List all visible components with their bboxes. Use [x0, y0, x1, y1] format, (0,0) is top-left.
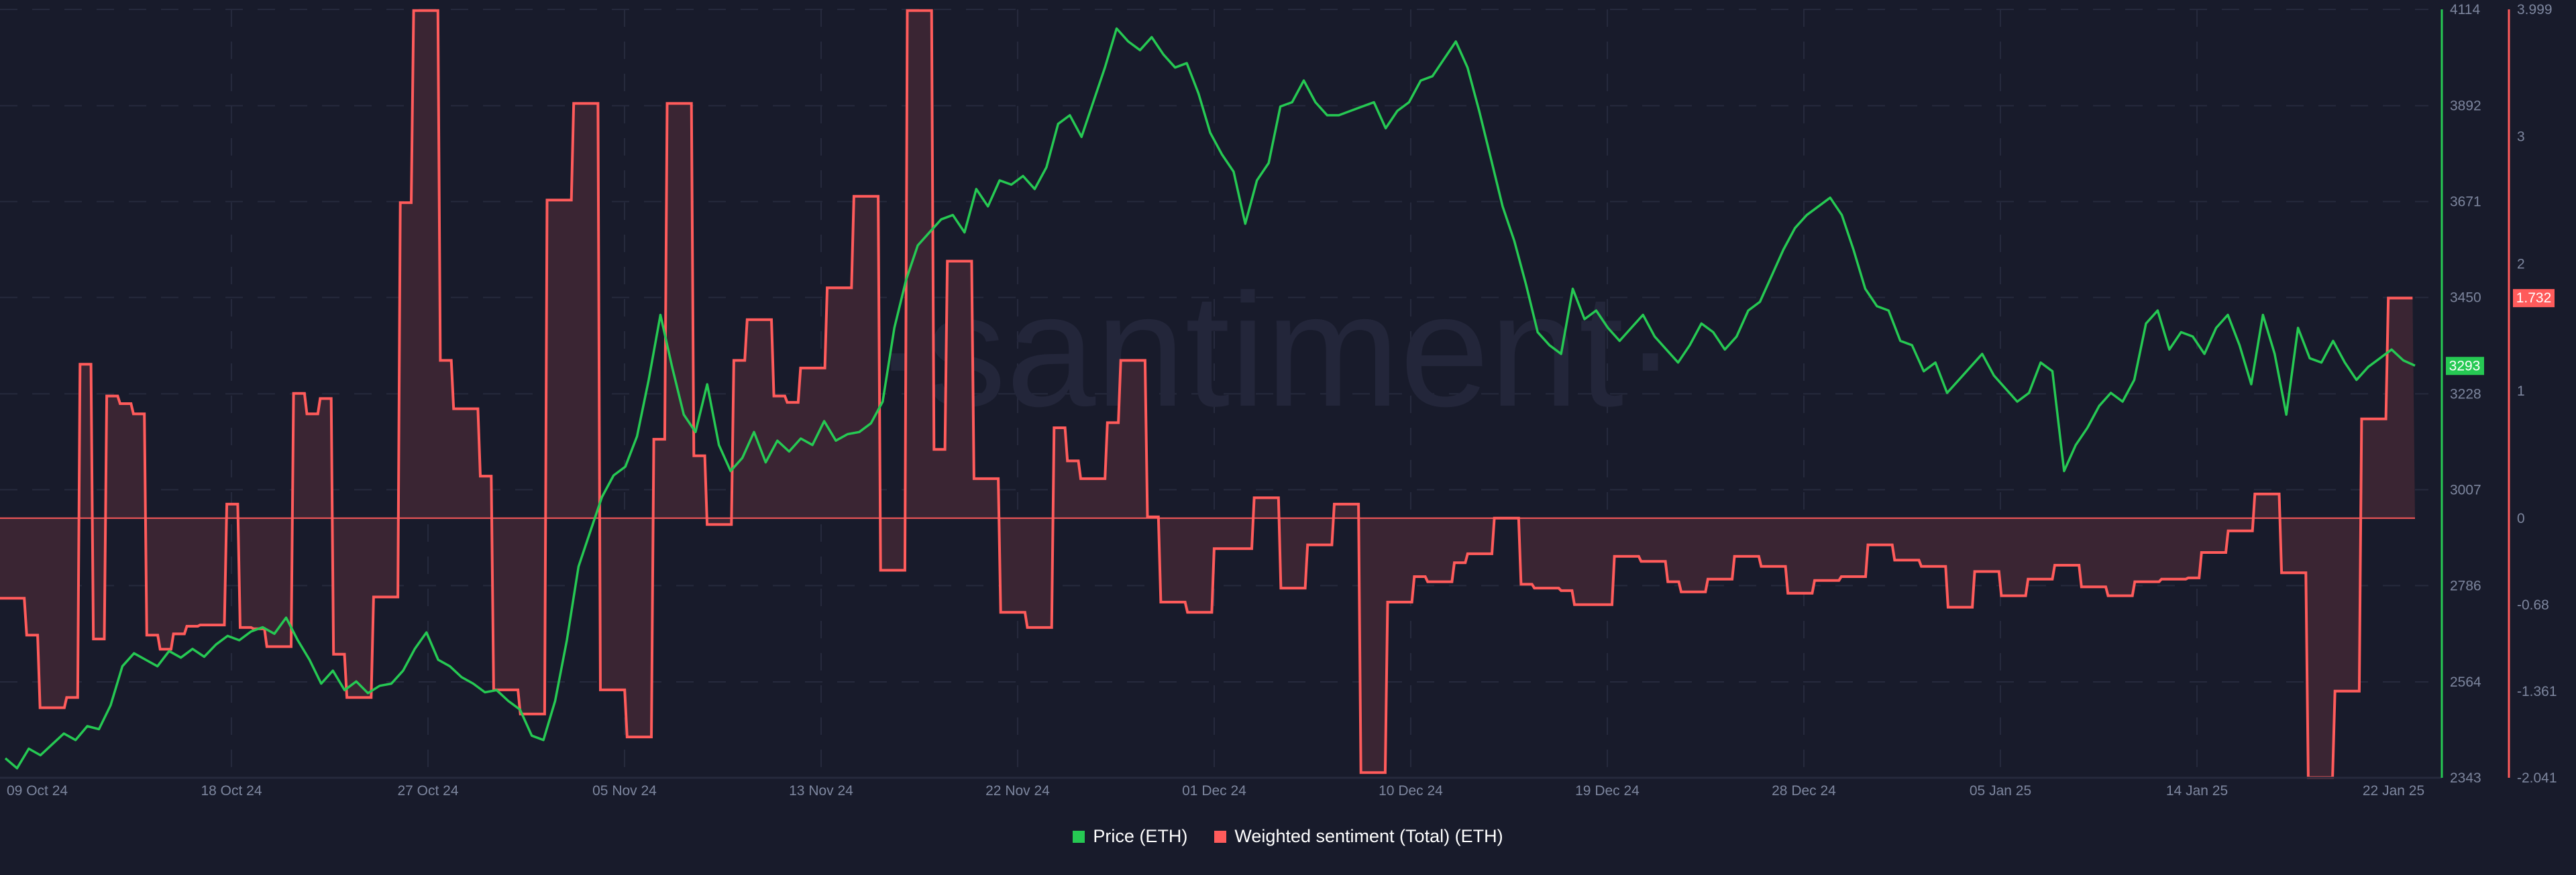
- price-tick-label: 3450: [2450, 290, 2481, 306]
- price-swatch-icon: [1073, 830, 1085, 843]
- x-tick-label: 22 Jan 25: [2363, 783, 2424, 799]
- sentiment-current-badge: 1.732: [2513, 289, 2555, 308]
- x-tick-label: 18 Oct 24: [201, 783, 262, 799]
- sentiment-axis-labels: 3.999 3 2 1 0 -0.68 -1.361 -2.041: [2517, 2, 2557, 786]
- legend-item-sentiment[interactable]: Weighted sentiment (Total) (ETH): [1214, 826, 1503, 847]
- legend-item-price[interactable]: Price (ETH): [1073, 826, 1187, 847]
- sentiment-tick-label: -2.041: [2517, 770, 2557, 786]
- x-tick-label: 05 Nov 24: [592, 783, 657, 799]
- sentiment-tick-label: -1.361: [2517, 684, 2557, 699]
- svg-text:3293: 3293: [2449, 358, 2481, 373]
- x-tick-label: 01 Dec 24: [1182, 783, 1246, 799]
- price-tick-label: 2786: [2450, 578, 2481, 593]
- sentiment-step-line[interactable]: [0, 9, 2413, 779]
- x-tick-label: 28 Dec 24: [1772, 783, 1836, 799]
- price-current-badge: 3293: [2446, 357, 2484, 375]
- price-axis-labels: 4114 3892 3671 3450 3228 3007 2786 2564 2343: [2450, 2, 2481, 786]
- legend-label-sentiment: Weighted sentiment (Total) (ETH): [1234, 826, 1503, 846]
- sentiment-tick-label: -0.68: [2517, 597, 2549, 613]
- chart-legend: Price (ETH) Weighted sentiment (Total) (…: [0, 826, 2576, 847]
- sentiment-tick-label: 0: [2517, 511, 2525, 526]
- price-line[interactable]: [4, 27, 2416, 770]
- x-tick-label: 10 Dec 24: [1379, 783, 1443, 799]
- sentiment-area-fill: [0, 10, 2415, 778]
- price-tick-label: 3892: [2450, 99, 2481, 114]
- x-tick-label: 19 Dec 24: [1575, 783, 1640, 799]
- price-tick-label: 3007: [2450, 482, 2481, 498]
- x-axis-labels: 09 Oct 24 18 Oct 24 27 Oct 24 05 Nov 24 13 N…: [7, 783, 2424, 799]
- x-tick-label: 27 Oct 24: [397, 783, 458, 799]
- sentiment-swatch-icon: [1214, 830, 1227, 843]
- x-tick-label: 14 Jan 25: [2166, 783, 2228, 799]
- sentiment-tick-label: 2: [2517, 256, 2525, 272]
- price-tick-label: 4114: [2450, 2, 2480, 17]
- santiment-watermark: ·santiment·: [872, 260, 1677, 440]
- price-tick-label: 2343: [2450, 770, 2481, 786]
- x-tick-label: 05 Jan 25: [1970, 783, 2031, 799]
- svg-text:1.732: 1.732: [2516, 290, 2552, 306]
- x-tick-label: 09 Oct 24: [7, 783, 68, 799]
- x-tick-label: 22 Nov 24: [985, 783, 1050, 799]
- price-tick-label: 3228: [2450, 386, 2481, 402]
- legend-label-price: Price (ETH): [1093, 826, 1188, 846]
- price-tick-label: 3671: [2450, 194, 2481, 210]
- sentiment-tick-label: 1: [2517, 384, 2525, 399]
- sentiment-tick-label: 3: [2517, 129, 2525, 145]
- sentiment-tick-label: 3.999: [2517, 2, 2553, 17]
- x-tick-label: 13 Nov 24: [789, 783, 853, 799]
- price-tick-label: 2564: [2450, 675, 2481, 690]
